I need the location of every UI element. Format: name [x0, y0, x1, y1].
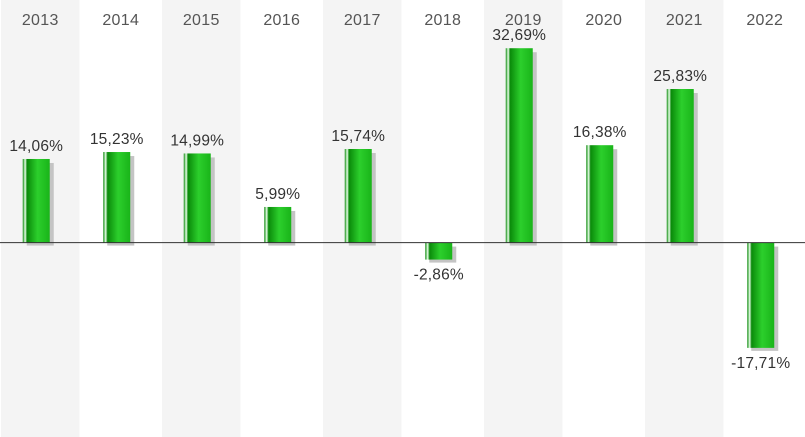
value-label-2017: 15,74%	[331, 128, 385, 145]
bar-2016[interactable]	[264, 206, 292, 243]
bar-2022[interactable]	[747, 242, 775, 348]
year-label-2015: 2015	[183, 12, 220, 29]
bar-2013[interactable]	[22, 158, 50, 243]
year-label-2014: 2014	[102, 12, 139, 29]
value-label-2021: 25,83%	[653, 68, 707, 85]
bar-2015[interactable]	[183, 153, 211, 243]
value-label-2013: 14,06%	[9, 138, 63, 155]
bar-2019[interactable]	[505, 48, 533, 243]
value-label-2014: 15,23%	[90, 131, 144, 148]
year-label-2019: 2019	[505, 12, 542, 29]
bars-group	[22, 48, 779, 351]
bar-2014[interactable]	[103, 152, 131, 243]
value-label-2022: -17,71%	[731, 355, 790, 372]
bar-2021[interactable]	[666, 89, 694, 243]
year-label-2020: 2020	[585, 12, 622, 29]
value-label-2020: 16,38%	[573, 124, 627, 141]
value-label-2015: 14,99%	[170, 132, 224, 149]
year-label-2021: 2021	[666, 12, 703, 29]
year-label-2016: 2016	[263, 12, 300, 29]
year-label-2013: 2013	[22, 12, 59, 29]
bar-2020[interactable]	[586, 145, 614, 243]
year-label-2022: 2022	[746, 12, 783, 29]
year-label-2017: 2017	[344, 12, 381, 29]
value-label-2019: 32,69%	[492, 27, 546, 44]
labels-group: 2013 14,06% 2014 15,23% 2015 14,99% 2016 5,99% 2…	[9, 12, 790, 372]
year-label-2018: 2018	[424, 12, 461, 29]
bar-2017[interactable]	[344, 148, 372, 243]
value-label-2016: 5,99%	[255, 186, 300, 203]
value-label-2018: -2,86%	[414, 267, 464, 284]
bar-2018[interactable]	[425, 242, 453, 260]
